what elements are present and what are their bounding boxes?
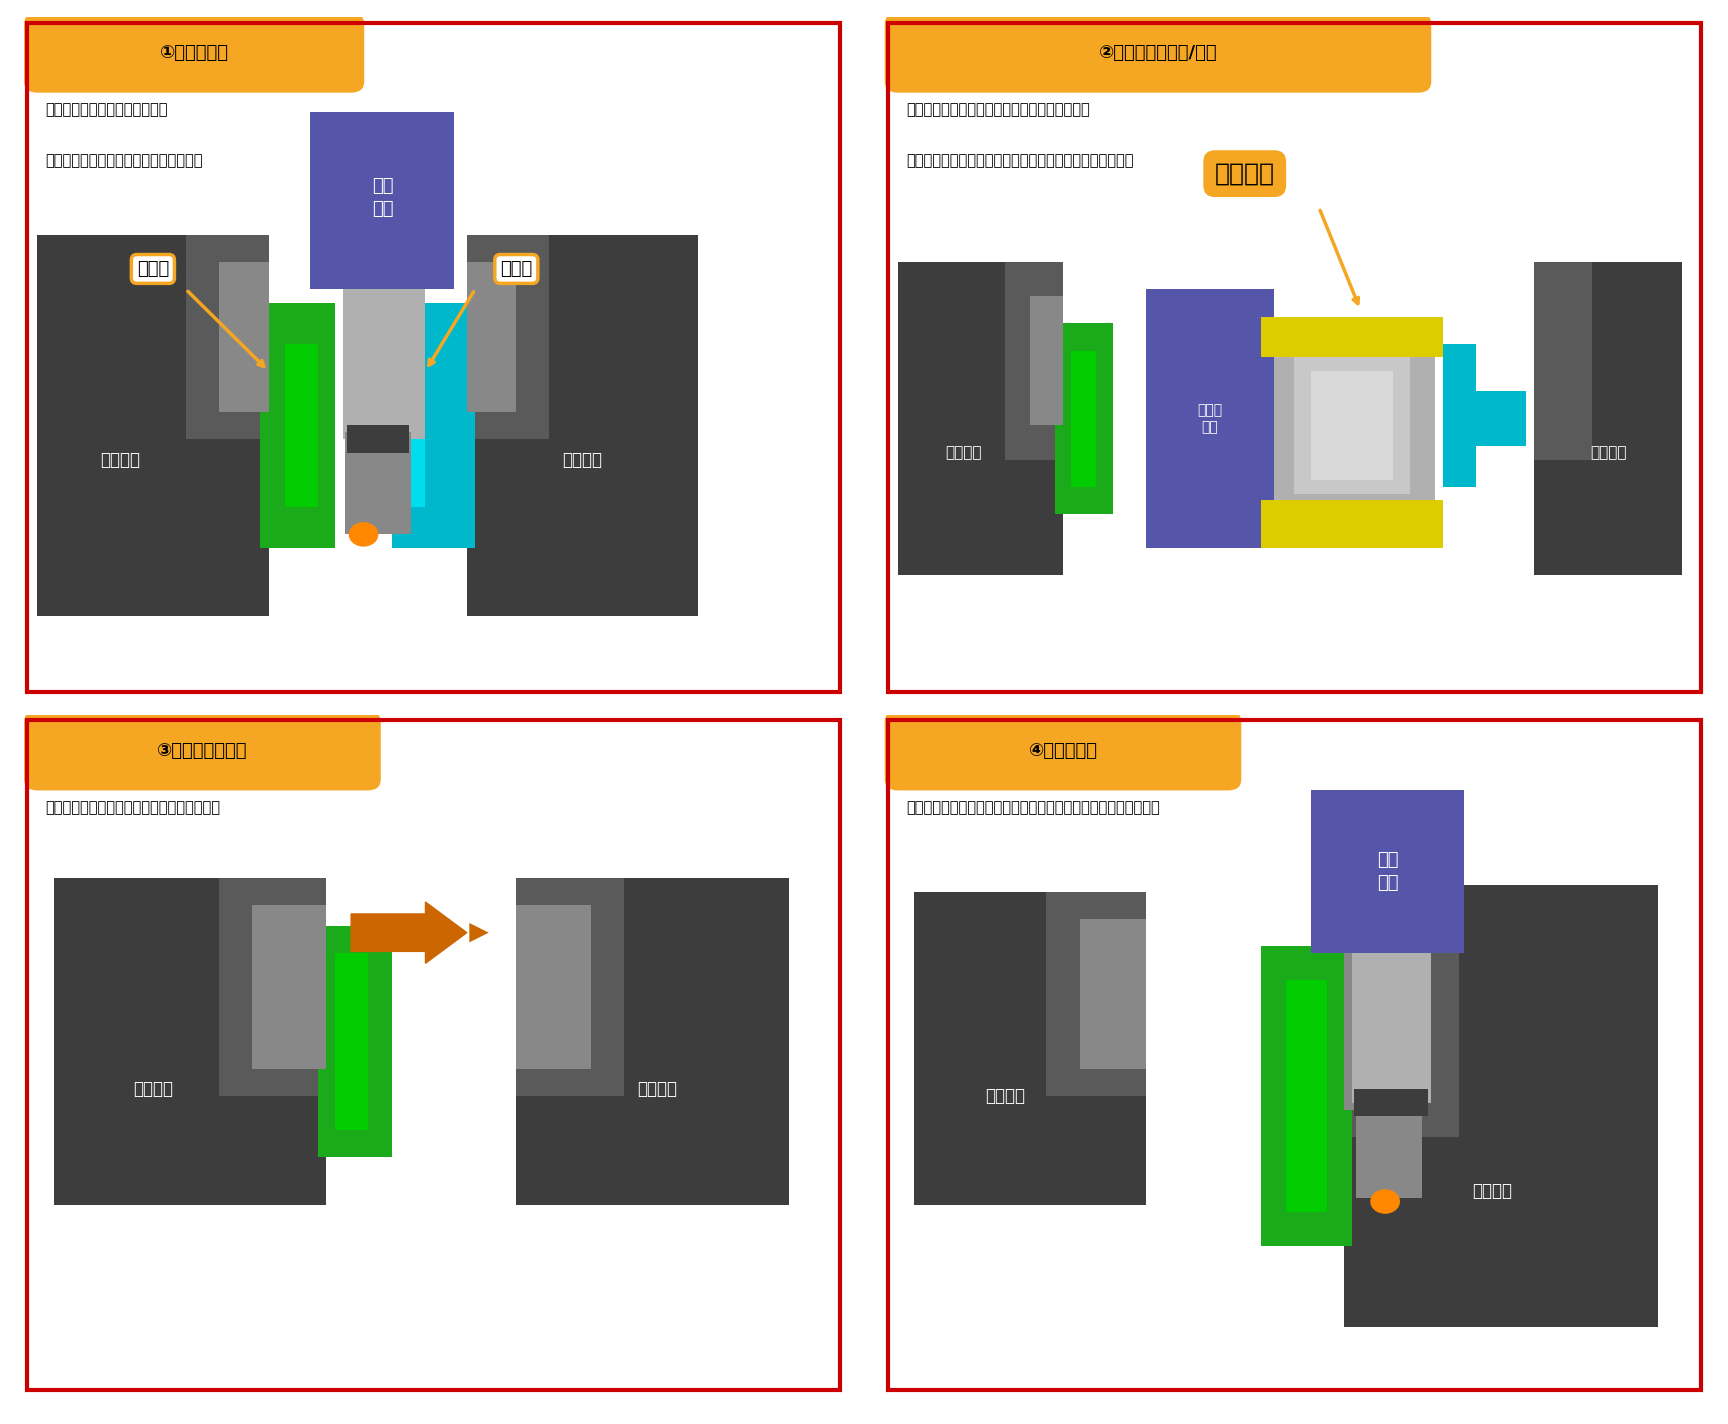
Bar — [1270, 330, 1434, 507]
Bar — [309, 112, 454, 289]
Bar — [285, 343, 318, 507]
FancyArrow shape — [351, 901, 467, 963]
Text: ④反対面加工: ④反対面加工 — [1028, 742, 1097, 759]
Bar — [1344, 918, 1410, 1109]
FancyBboxPatch shape — [885, 14, 1431, 93]
Bar — [467, 262, 517, 412]
Bar — [1261, 947, 1351, 1246]
Bar — [914, 891, 1146, 1205]
Bar — [1534, 262, 1591, 460]
FancyBboxPatch shape — [885, 712, 1241, 790]
Bar — [335, 953, 368, 1131]
Text: 第一主軸: 第一主軸 — [945, 446, 982, 460]
Text: ・第二主軸にセンタを取付ワーク押さえ: ・第二主軸にセンタを取付ワーク押さえ — [45, 154, 202, 168]
Text: ・第一主軸から第二主軸へワークの受け渡し: ・第一主軸から第二主軸へワークの受け渡し — [45, 800, 221, 815]
Bar — [899, 262, 1063, 575]
Circle shape — [349, 523, 378, 547]
Bar — [219, 879, 327, 1096]
Text: ・第二主軸よりセンタを取り外し、ツールマガジンに収納: ・第二主軸よりセンタを取り外し、ツールマガジンに収納 — [905, 154, 1134, 168]
Bar — [318, 926, 392, 1158]
Bar — [1047, 891, 1146, 1096]
Bar — [54, 879, 327, 1205]
Bar — [1146, 289, 1274, 548]
Bar — [467, 235, 550, 439]
Bar — [219, 262, 268, 412]
Bar — [1312, 372, 1393, 480]
Bar — [1286, 980, 1327, 1212]
Text: ・第一主軸でワークをクランプ: ・第一主軸でワークをクランプ — [45, 103, 168, 117]
Bar — [261, 303, 335, 548]
Bar — [1351, 947, 1431, 1102]
Bar — [467, 235, 698, 617]
Bar — [1054, 323, 1113, 514]
Bar — [517, 879, 790, 1205]
Text: 第一主軸: 第一主軸 — [100, 450, 140, 468]
Bar — [392, 303, 475, 548]
FancyBboxPatch shape — [24, 14, 363, 93]
Bar — [1080, 918, 1146, 1069]
FancyBboxPatch shape — [24, 712, 380, 790]
Text: 第二主軸: 第二主軸 — [636, 1081, 677, 1098]
Text: ②センタ取り外し/搬送: ②センタ取り外し/搬送 — [1099, 44, 1217, 61]
Text: センタ: センタ — [499, 261, 532, 278]
Bar — [517, 879, 624, 1096]
Bar — [392, 343, 425, 507]
Bar — [38, 235, 268, 617]
Circle shape — [1370, 1189, 1400, 1213]
Bar — [1071, 350, 1096, 487]
Text: ・加工工具をマテハンホルダにツールチェンジ: ・加工工具をマテハンホルダにツールチェンジ — [905, 103, 1090, 117]
Text: 工具
主軸: 工具 主軸 — [372, 178, 394, 218]
Bar — [1443, 343, 1476, 487]
Bar — [342, 282, 425, 439]
Bar — [1344, 884, 1657, 1327]
Text: ・第一主軸で加工した面を、第二主軸でクランプし反対面を加工: ・第一主軸で加工した面を、第二主軸でクランプし反対面を加工 — [905, 800, 1159, 815]
Text: 第二主軸: 第二主軸 — [1590, 446, 1626, 460]
Bar — [1261, 500, 1443, 548]
Text: マテハン: マテハン — [1215, 162, 1275, 185]
Text: 第一主軸: 第一主軸 — [985, 1087, 1025, 1105]
Text: 第二主軸: 第二主軸 — [562, 450, 603, 468]
Text: 加工機
主軸: 加工機 主軸 — [1198, 403, 1223, 434]
Bar — [252, 906, 327, 1069]
Bar — [187, 235, 268, 439]
Bar — [517, 906, 591, 1069]
Bar — [1006, 262, 1063, 460]
Bar — [1312, 790, 1464, 953]
Text: 第一主軸: 第一主軸 — [133, 1081, 173, 1098]
Bar — [1353, 1089, 1427, 1116]
Bar — [1261, 316, 1443, 357]
Bar — [1356, 1096, 1422, 1198]
Text: ワーク: ワーク — [137, 261, 169, 278]
Bar — [344, 433, 411, 534]
Bar — [1294, 357, 1410, 494]
Text: 第二主軸: 第二主軸 — [1472, 1182, 1512, 1200]
Bar — [1534, 262, 1683, 575]
Text: ①ワーク加工: ①ワーク加工 — [159, 44, 228, 61]
Text: 工具
主軸: 工具 主軸 — [1377, 852, 1398, 891]
Bar — [1443, 392, 1526, 446]
Bar — [347, 426, 410, 453]
Bar — [1344, 884, 1460, 1136]
Bar — [1030, 296, 1063, 426]
Text: ③ワーク持ち替え: ③ワーク持ち替え — [157, 742, 247, 759]
